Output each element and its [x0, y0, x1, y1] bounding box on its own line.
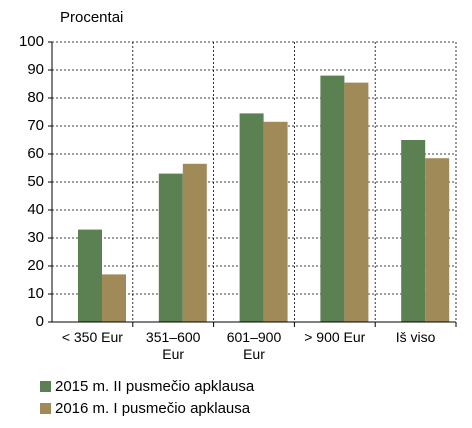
bar	[425, 158, 450, 322]
y-tick-label: 60	[27, 145, 44, 162]
y-tick-label: 70	[27, 117, 44, 134]
y-tick-label: 100	[19, 33, 44, 50]
x-tick-label: Iš viso	[395, 329, 436, 345]
y-tick-label: 30	[27, 229, 44, 246]
legend-item: 2015 m. II pusmečio apklausa	[40, 378, 254, 395]
y-tick-label: 10	[27, 285, 44, 302]
bar	[263, 121, 288, 322]
y-tick-label: 40	[27, 201, 44, 218]
bar	[182, 163, 207, 322]
bar	[102, 274, 126, 322]
bar	[78, 229, 102, 322]
legend-label: 2015 m. II pusmečio apklausa	[55, 378, 255, 395]
legend-swatch	[40, 403, 51, 414]
legend-item: 2016 m. I pusmečio apklausa	[40, 400, 250, 417]
x-tick-label: < 350 Eur	[61, 329, 123, 345]
bar	[158, 173, 183, 322]
x-tick-label: 601–900 Eur	[226, 329, 282, 362]
legend-swatch	[40, 381, 51, 392]
bar	[239, 113, 264, 323]
y-tick-label: 90	[27, 61, 44, 78]
y-axis-label: Procentai	[60, 9, 123, 26]
y-tick-label: 20	[27, 257, 44, 274]
x-tick-label: > 900 Eur	[304, 329, 366, 345]
legend-label: 2016 m. I pusmečio apklausa	[55, 400, 251, 417]
y-tick-label: 0	[36, 313, 44, 330]
bar	[401, 140, 426, 322]
y-tick-label: 80	[27, 89, 44, 106]
bar	[344, 82, 369, 322]
y-tick-label: 50	[27, 173, 44, 190]
bar	[320, 75, 345, 322]
x-tick-label: 351–600 Eur	[145, 329, 201, 362]
